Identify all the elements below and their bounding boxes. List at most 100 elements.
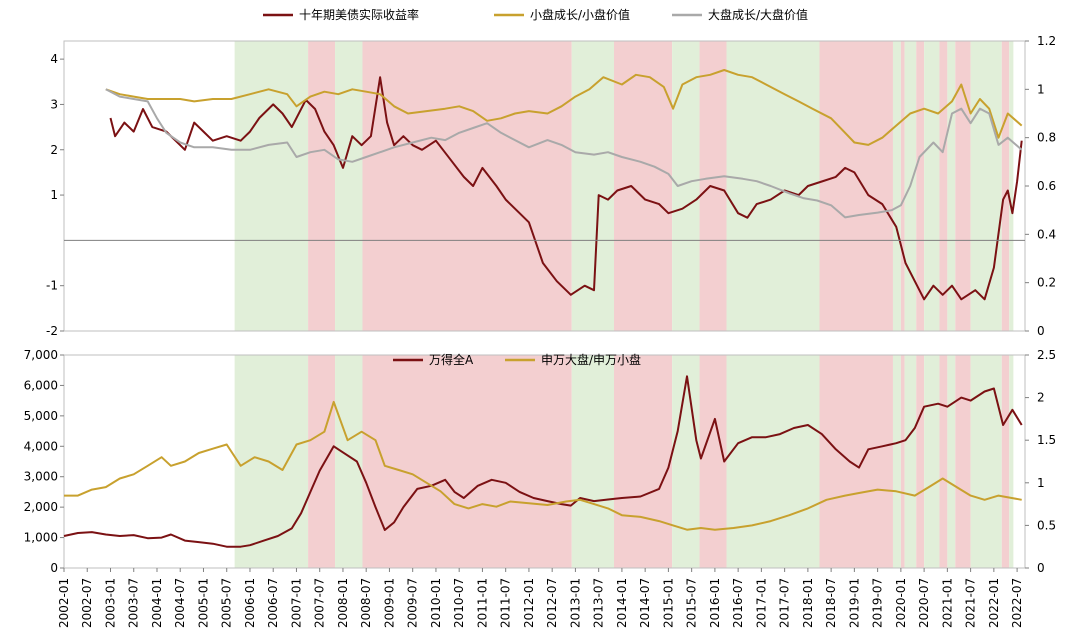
x-tick-label: 2009-01 [382,578,396,628]
legend-label: 大盘成长/大盘价值 [708,7,808,22]
x-tick-label: 2008-07 [359,578,373,628]
x-tick-label: 2009-07 [406,578,420,628]
regime-band-red-bottom [308,355,336,568]
top-left-tick-label: -2 [46,324,58,338]
x-tick-label: 2011-01 [475,578,489,628]
regime-band-green-bottom [335,355,363,568]
x-tick-label: 2006-07 [266,578,280,628]
regime-band-red-top [1001,41,1010,331]
regime-band-red-bottom [916,355,925,568]
regime-band-red-top [916,41,925,331]
regime-band-red-bottom [900,355,905,568]
legend-label: 申万大盘/申万小盘 [541,352,641,367]
regime-band-green-bottom [1009,355,1014,568]
bottom-right-tick-label: 1 [1037,476,1045,490]
regime-band-red-bottom [939,355,948,568]
regime-band-green-top [892,41,901,331]
top-right-tick-label: 0 [1037,324,1045,338]
top-left-tick-label: 3 [50,97,58,111]
series-line-bottom-0 [63,375,1023,548]
x-tick-label: 2010-07 [452,578,466,628]
bottom-left-tick-label: 4,000 [24,439,58,453]
series-line-top-2 [105,88,1023,219]
regime-band-green-top [947,41,956,331]
x-tick-label: 2019-07 [871,578,885,628]
x-tick-label: 2021-07 [964,578,978,628]
regime-band-green-top [234,41,309,331]
top-right-tick-label: 1.2 [1037,34,1056,48]
regime-band-green-bottom [726,355,820,568]
x-tick-label: 2015-01 [661,578,675,628]
x-tick-label: 2022-07 [1010,578,1024,628]
x-tick-label: 2003-07 [127,578,141,628]
top-right-tick-label: 0.4 [1037,227,1056,241]
regime-band-green-bottom [924,355,940,568]
top-right-tick-label: 0.2 [1037,276,1056,290]
regime-band-red-bottom [362,355,572,568]
x-tick-label: 2012-01 [522,578,536,628]
regime-band-red-bottom [699,355,727,568]
legend-label: 十年期美债实际收益率 [299,7,419,22]
x-tick-label: 2016-01 [708,578,722,628]
regime-band-green-bottom [571,355,615,568]
regime-band-green-bottom [904,355,917,568]
regime-band-red-bottom [819,355,893,568]
x-tick-label: 2003-01 [103,578,117,628]
regime-band-red-top [900,41,905,331]
x-tick-label: 2014-07 [638,578,652,628]
bottom-left-tick-label: 7,000 [24,348,58,362]
regime-band-green-bottom [234,355,309,568]
regime-band-red-top [614,41,673,331]
x-tick-label: 2002-07 [80,578,94,628]
x-tick-label: 2005-07 [220,578,234,628]
bottom-left-tick-label: 3,000 [24,470,58,484]
series-line-bottom-1 [64,400,1022,531]
x-tick-label: 2005-01 [196,578,210,628]
top-left-tick-label: 4 [50,52,58,66]
regime-band-red-bottom [1001,355,1010,568]
x-tick-label: 2007-01 [289,578,303,628]
regime-band-red-top [955,41,971,331]
x-tick-label: 2012-07 [545,578,559,628]
bottom-right-tick-label: 1.5 [1037,433,1056,447]
bottom-right-tick-label: 0 [1037,561,1045,575]
x-tick-label: 2020-07 [917,578,931,628]
regime-band-green-top [970,41,1002,331]
regime-band-red-bottom [955,355,971,568]
x-tick-label: 2016-07 [731,578,745,628]
x-tick-label: 2014-01 [615,578,629,628]
x-tick-label: 2021-01 [940,578,954,628]
top-right-tick-label: 1 [1037,82,1045,96]
x-tick-label: 2013-07 [592,578,606,628]
top-right-tick-label: 0.8 [1037,131,1056,145]
x-tick-label: 2019-01 [847,578,861,628]
regime-band-red-top [939,41,948,331]
x-tick-label: 2018-01 [801,578,815,628]
bottom-right-tick-label: 0.5 [1037,518,1056,532]
x-tick-label: 2017-07 [778,578,792,628]
regime-band-green-top [571,41,615,331]
x-tick-label: 2010-01 [429,578,443,628]
x-tick-label: 2013-01 [568,578,582,628]
regime-band-green-bottom [892,355,901,568]
series-line-top-1 [105,69,1023,146]
regime-band-red-bottom [614,355,673,568]
series-line-top-0 [109,76,1023,301]
regime-band-red-top [362,41,572,331]
bottom-left-tick-label: 5,000 [24,409,58,423]
x-tick-label: 2015-07 [685,578,699,628]
x-tick-label: 2002-01 [57,578,71,628]
regime-band-red-top [819,41,893,331]
x-tick-label: 2020-01 [894,578,908,628]
bottom-left-tick-label: 0 [50,561,58,575]
regime-band-green-bottom [672,355,700,568]
top-left-tick-label: 1 [50,188,58,202]
legend-label: 万得全A [429,352,474,367]
x-tick-label: 2004-07 [173,578,187,628]
bottom-panel-frame [63,354,1026,569]
bottom-right-tick-label: 2 [1037,391,1045,405]
bottom-right-tick-label: 2.5 [1037,348,1056,362]
x-tick-label: 2008-01 [336,578,350,628]
